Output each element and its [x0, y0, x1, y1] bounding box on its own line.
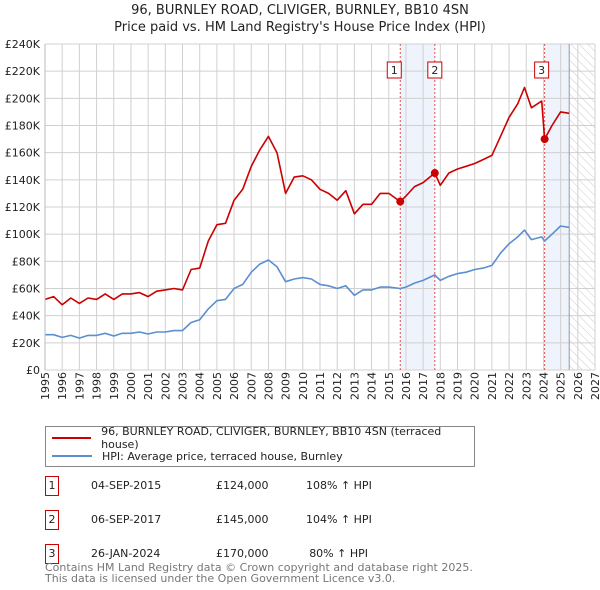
x-tick-label: 2013	[348, 372, 361, 400]
transaction-date: 04-SEP-2015	[91, 479, 162, 492]
y-tick-label: £160K	[5, 147, 41, 160]
price-chart: 1995 1996 1997 1998 1999 2000 2001 2002 2003 2004…	[5, 38, 600, 400]
x-tick-label: 2020	[469, 372, 482, 400]
x-tick-label: 2018	[434, 372, 447, 400]
x-tick-label: 2021	[486, 372, 499, 400]
x-tick-label: 1996	[56, 372, 69, 400]
x-tick-label: 2011	[314, 372, 327, 400]
hpi-line	[45, 225, 570, 339]
transaction-price: £124,000	[216, 479, 269, 492]
legend-label-property: 96, BURNLEY ROAD, CLIVIGER, BURNLEY, BB1…	[101, 425, 442, 451]
transaction-hpi-change: 104% ↑ HPI	[306, 513, 372, 526]
chart-title: 96, BURNLEY ROAD, CLIVIGER, BURNLEY, BB1…	[131, 3, 469, 18]
legend-item-property: 96, BURNLEY ROAD, CLIVIGER, BURNLEY, BB1…	[52, 425, 474, 451]
legend-swatch-hpi	[52, 455, 92, 457]
x-tick-label: 2004	[194, 372, 207, 400]
sale-label: 1	[391, 64, 398, 77]
x-tick-label: 2012	[331, 372, 344, 400]
sale-label-box	[427, 61, 443, 79]
x-tick-label: 2026	[572, 372, 585, 400]
x-tick-label: 2014	[366, 372, 379, 400]
transaction-number: 3	[45, 544, 59, 564]
transaction-hpi-change: 80% ↑ HPI	[309, 547, 368, 560]
x-tick-label: 2025	[555, 372, 568, 400]
sale-label: 3	[538, 64, 545, 77]
property-price-line	[44, 86, 570, 306]
transaction-hpi-change: 108% ↑ HPI	[306, 479, 372, 492]
x-tick-label: 1995	[39, 372, 52, 400]
transaction-price: £145,000	[216, 513, 269, 526]
sale-label-box	[534, 61, 550, 79]
y-tick-label: £140K	[5, 174, 41, 187]
sale-label: 2	[431, 64, 438, 77]
chart-subtitle: Price paid vs. HM Land Registry's House …	[114, 20, 486, 35]
transaction-date: 26-JAN-2024	[91, 547, 161, 560]
transaction-number: 2	[45, 510, 59, 530]
x-tick-label: 2010	[297, 372, 310, 400]
x-tick-label: 2005	[211, 372, 224, 400]
sale-point	[430, 169, 439, 178]
x-tick-label: 2000	[125, 372, 138, 400]
y-tick-label: £200K	[5, 92, 41, 105]
footer-licence: This data is licensed under the Open Gov…	[45, 572, 396, 585]
x-tick-label: 2007	[245, 372, 258, 400]
y-tick-label: £120K	[5, 201, 41, 214]
x-tick-label: 2016	[400, 372, 413, 400]
transaction-number: 1	[45, 476, 59, 496]
y-tick-label: £100K	[5, 228, 41, 241]
x-tick-label: 2015	[383, 372, 396, 400]
x-tick-label: 2019	[452, 372, 465, 400]
y-tick-label: £20K	[12, 337, 41, 350]
sale-point	[396, 197, 405, 206]
x-tick-label: 2024	[537, 372, 550, 400]
y-tick-label: £0	[26, 364, 40, 377]
x-tick-label: 1999	[108, 372, 121, 400]
legend-swatch-property	[52, 437, 92, 439]
x-tick-label: 2027	[589, 372, 600, 400]
sale-point	[540, 135, 549, 144]
y-tick-label: £60K	[12, 283, 41, 296]
x-tick-label: 2008	[262, 372, 275, 400]
x-tick-label: 2009	[280, 372, 293, 400]
x-tick-label: 2022	[503, 372, 516, 400]
legend: 96, BURNLEY ROAD, CLIVIGER, BURNLEY, BB1…	[45, 425, 475, 467]
transaction-price: £170,000	[216, 547, 269, 560]
x-tick-label: 2023	[520, 372, 533, 400]
y-tick-label: £40K	[12, 310, 41, 323]
y-tick-label: £240K	[5, 38, 41, 51]
x-tick-label: 2017	[417, 372, 430, 400]
legend-item-hpi: HPI: Average price, terraced house, Burn…	[52, 448, 343, 464]
legend-label-hpi: HPI: Average price, terraced house, Burn…	[102, 449, 343, 463]
footer-copyright: Contains HM Land Registry data © Crown c…	[45, 561, 473, 574]
x-tick-label: 2003	[177, 372, 190, 400]
x-tick-label: 2006	[228, 372, 241, 400]
x-tick-label: 2001	[142, 372, 155, 400]
x-tick-label: 1997	[73, 372, 86, 400]
y-tick-label: £80K	[12, 255, 41, 268]
x-tick-label: 1998	[91, 372, 104, 400]
transaction-date: 06-SEP-2017	[91, 513, 162, 526]
y-tick-label: £180K	[5, 120, 41, 133]
x-tick-label: 2002	[159, 372, 172, 400]
sale-label-box	[386, 61, 402, 79]
y-tick-label: £220K	[5, 65, 41, 78]
